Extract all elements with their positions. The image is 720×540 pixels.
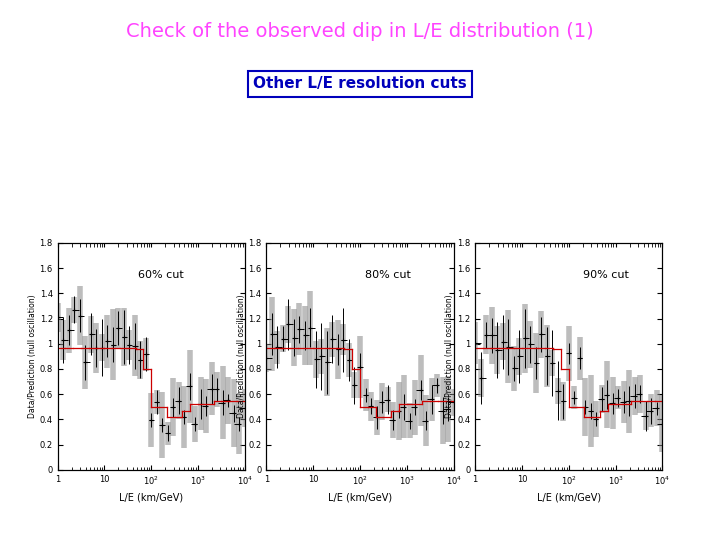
X-axis label: L/E (km/GeV): L/E (km/GeV)	[328, 492, 392, 503]
X-axis label: L/E (km/GeV): L/E (km/GeV)	[536, 492, 601, 503]
Y-axis label: Data/Prediction (null oscillation): Data/Prediction (null oscillation)	[236, 295, 246, 418]
Text: 60% cut: 60% cut	[138, 270, 184, 280]
Text: 90% cut: 90% cut	[583, 270, 629, 280]
Text: 80% cut: 80% cut	[365, 270, 411, 280]
Text: Other L/E resolution cuts: Other L/E resolution cuts	[253, 76, 467, 91]
Y-axis label: Data/Prediction (null oscillation): Data/Prediction (null oscillation)	[27, 295, 37, 418]
X-axis label: L/E (km/GeV): L/E (km/GeV)	[119, 492, 184, 503]
Y-axis label: Data/Prediction (null oscillation): Data/Prediction (null oscillation)	[445, 295, 454, 418]
Text: Check of the observed dip in L/E distribution (1): Check of the observed dip in L/E distrib…	[126, 22, 594, 40]
